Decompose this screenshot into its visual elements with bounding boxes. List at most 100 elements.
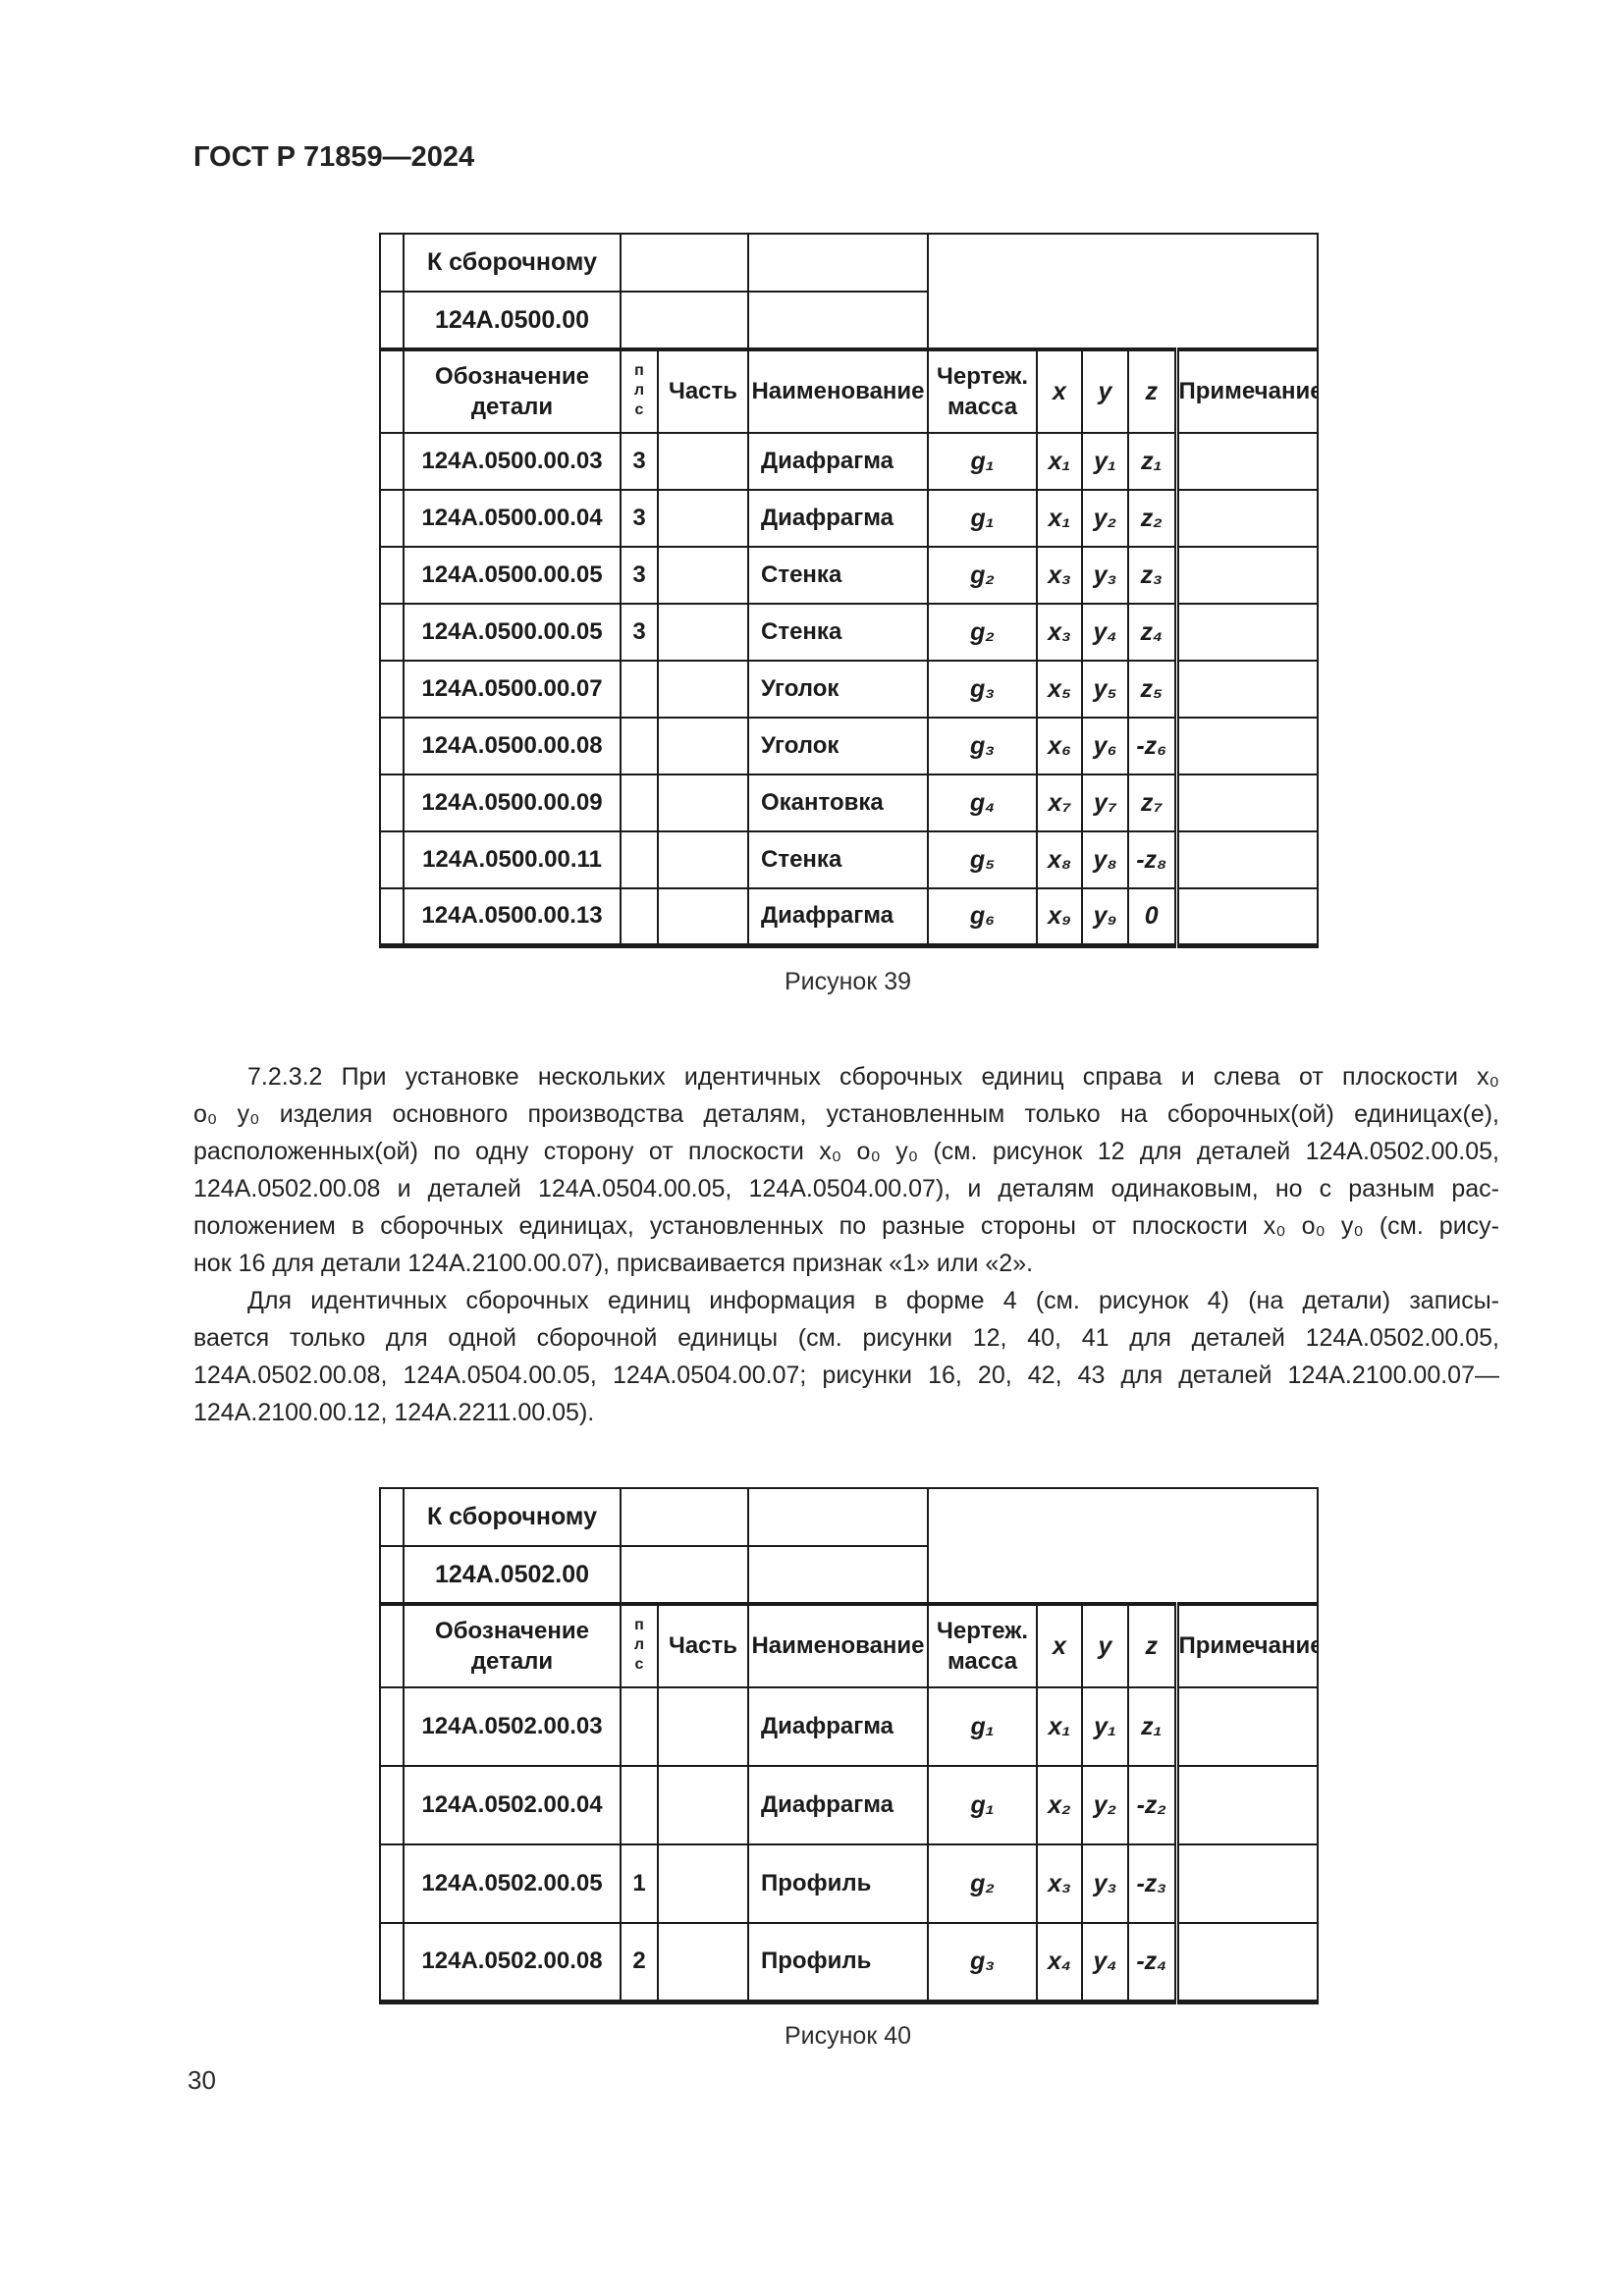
table-row: 124А.0500.00.08 Уголок g₃ x₆ y₆ -z₆ xyxy=(379,717,1320,775)
margin-strip-cell xyxy=(379,1545,405,1605)
margin-strip-cell xyxy=(379,887,405,948)
table-row: 124А.0500.00 xyxy=(379,291,1318,350)
paragraph-line: o₀ y₀ изделия основного производства дет… xyxy=(193,1100,1499,1128)
z-cell: z₇ xyxy=(1127,774,1177,832)
mass-cell: g₂ xyxy=(927,603,1038,662)
x-cell: x₉ xyxy=(1036,887,1083,948)
table-row: 124А.0500.00.03 3 Диафрагма g₁ x₁ y₁ z₁ xyxy=(379,432,1320,491)
y-cell: y₃ xyxy=(1081,546,1129,605)
designation-header: Обозначение детали xyxy=(403,347,622,434)
margin-strip-cell xyxy=(379,1602,405,1688)
margin-strip-cell xyxy=(379,660,405,719)
note-cell xyxy=(1173,1922,1320,2004)
note-cell xyxy=(1173,546,1320,605)
pls-header: плс xyxy=(620,347,659,434)
document-standard-number: ГОСТ Р 71859—2024 xyxy=(193,141,475,173)
margin-strip-cell xyxy=(379,347,405,434)
margin-strip-cell xyxy=(379,774,405,832)
mass-cell: g₄ xyxy=(927,774,1038,832)
y-cell: y₃ xyxy=(1081,1843,1129,1924)
figure-39-table: К сборочному 124А.0500.00 Обозначение де… xyxy=(379,233,1320,948)
name-cell: Уголок xyxy=(747,717,929,775)
empty-cell xyxy=(620,233,749,293)
table-row: 124А.0500.00.04 3 Диафрагма g₁ x₁ y₂ z₂ xyxy=(379,489,1320,548)
designation-cell: 124А.0502.00.03 xyxy=(403,1686,622,1767)
y-cell: y₁ xyxy=(1081,432,1129,491)
note-cell xyxy=(1173,774,1320,832)
mass-cell: g₃ xyxy=(927,717,1038,775)
z-cell: -z₄ xyxy=(1127,1922,1177,2004)
name-cell: Диафрагма xyxy=(747,489,929,548)
x-cell: x₃ xyxy=(1036,546,1083,605)
margin-strip-cell xyxy=(379,291,405,350)
table-row: 124А.0500.00.11 Стенка g₅ x₈ y₈ -z₈ xyxy=(379,830,1320,889)
x-header: x xyxy=(1036,1602,1083,1688)
table-row: 124А.0502.00.08 2 Профиль g₃ x₄ y₄ -z₄ xyxy=(379,1922,1320,2004)
name-header: Наименование xyxy=(747,1602,929,1688)
name-cell: Стенка xyxy=(747,830,929,889)
name-cell: Профиль xyxy=(747,1922,929,2004)
empty-cell xyxy=(747,1487,929,1547)
assembly-ref-label-cell: К сборочному xyxy=(403,1487,622,1547)
z-cell: -z₂ xyxy=(1127,1765,1177,1845)
part-cell xyxy=(657,1765,749,1845)
margin-strip-cell xyxy=(379,1843,405,1924)
paragraph-line: вается только для одной сборочной единиц… xyxy=(193,1324,1499,1352)
z-header: z xyxy=(1127,347,1177,434)
name-cell: Диафрагма xyxy=(747,432,929,491)
note-cell xyxy=(1173,1686,1320,1767)
margin-strip-cell xyxy=(379,489,405,548)
y-cell: y₈ xyxy=(1081,830,1129,889)
part-cell xyxy=(657,774,749,832)
mass-cell: g₆ xyxy=(927,887,1038,948)
name-header: Наименование xyxy=(747,347,929,434)
x-cell: x₆ xyxy=(1036,717,1083,775)
x-cell: x₄ xyxy=(1036,1922,1083,2004)
parts-table-124A-0502: К сборочному 124А.0502.00 Обозначение де… xyxy=(379,1487,1320,2004)
margin-strip-cell xyxy=(379,432,405,491)
table-header-row: Обозначение детали плс Часть Наименовани… xyxy=(379,1602,1320,1688)
z-cell: z₄ xyxy=(1127,603,1177,662)
y-cell: y₉ xyxy=(1081,887,1129,948)
body-text: 7.2.3.2 При установке нескольких идентич… xyxy=(193,1058,1499,1431)
margin-strip-cell xyxy=(379,830,405,889)
table-row: К сборочному xyxy=(379,1487,1320,1605)
name-cell: Стенка xyxy=(747,603,929,662)
part-header: Часть xyxy=(657,347,749,434)
y-header: y xyxy=(1081,1602,1129,1688)
z-cell: 0 xyxy=(1127,887,1177,948)
mass-cell: g₁ xyxy=(927,489,1038,548)
assembly-number-cell: 124А.0502.00 xyxy=(403,1545,622,1605)
parts-table-124A-0500: К сборочному 124А.0500.00 Обозначение де… xyxy=(379,233,1320,948)
x-cell: x₃ xyxy=(1036,1843,1083,1924)
margin-strip-cell xyxy=(379,546,405,605)
name-cell: Стенка xyxy=(747,546,929,605)
note-cell xyxy=(1173,830,1320,889)
margin-strip-cell xyxy=(379,717,405,775)
designation-cell: 124А.0500.00.08 xyxy=(403,717,622,775)
mass-cell: g₁ xyxy=(927,1686,1038,1767)
designation-cell: 124А.0500.00.13 xyxy=(403,887,622,948)
note-cell xyxy=(1173,603,1320,662)
table-row: 124А.0500.00.13 Диафрагма g₆ x₉ y₉ 0 xyxy=(379,887,1320,948)
x-header: x xyxy=(1036,347,1083,434)
table-row: 124А.0502.00.04 Диафрагма g₁ x₂ y₂ -z₂ xyxy=(379,1765,1320,1845)
pls-cell: 3 xyxy=(620,603,659,662)
note-cell xyxy=(1173,489,1320,548)
part-cell xyxy=(657,1922,749,2004)
margin-strip-cell xyxy=(379,1922,405,2004)
table-row: 124А.0500.00.07 Уголок g₃ x₅ y₅ z₅ xyxy=(379,660,1320,719)
part-cell xyxy=(657,489,749,548)
merged-empty-cell xyxy=(926,233,1320,350)
assembly-ref-label-cell: К сборочному xyxy=(403,233,622,293)
designation-cell: 124А.0502.00.04 xyxy=(403,1765,622,1845)
pls-header: плс xyxy=(620,1602,659,1688)
mass-header: Чертеж. масса xyxy=(927,1602,1038,1688)
pls-cell xyxy=(620,660,659,719)
designation-cell: 124А.0502.00.05 xyxy=(403,1843,622,1924)
empty-cell xyxy=(747,233,929,293)
mass-cell: g₅ xyxy=(927,830,1038,889)
note-cell xyxy=(1173,1843,1320,1924)
designation-cell: 124А.0500.00.11 xyxy=(403,830,622,889)
